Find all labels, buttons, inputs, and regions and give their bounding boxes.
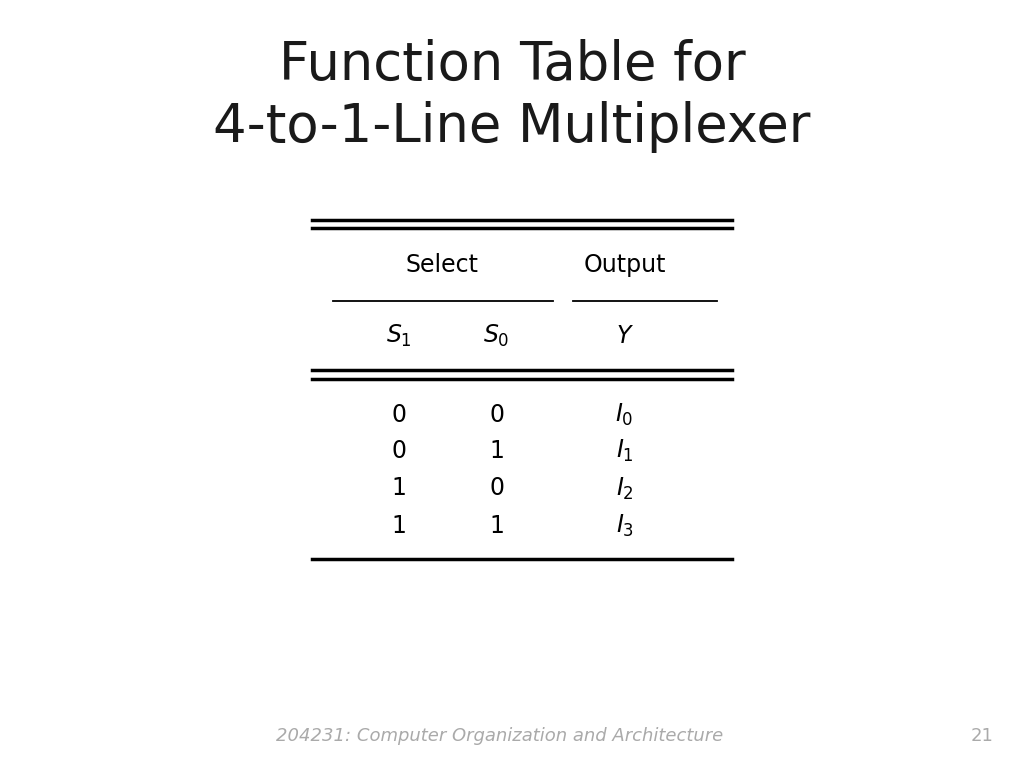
Text: 4-to-1-Line Multiplexer: 4-to-1-Line Multiplexer (213, 101, 811, 153)
Text: 21: 21 (971, 727, 993, 745)
Text: 0: 0 (392, 439, 407, 463)
Text: 0: 0 (489, 402, 504, 427)
Text: $Y$: $Y$ (615, 324, 634, 349)
Text: 1: 1 (489, 514, 504, 538)
Text: Function Table for: Function Table for (279, 39, 745, 91)
Text: 1: 1 (392, 476, 407, 501)
Text: $S_1$: $S_1$ (386, 323, 413, 349)
Text: $I_3$: $I_3$ (615, 513, 634, 539)
Text: $I_2$: $I_2$ (615, 475, 634, 502)
Text: 204231: Computer Organization and Architecture: 204231: Computer Organization and Archit… (276, 727, 724, 745)
Text: $S_0$: $S_0$ (483, 323, 510, 349)
Text: $I_0$: $I_0$ (615, 402, 634, 428)
Text: $I_1$: $I_1$ (615, 438, 634, 464)
Text: 0: 0 (489, 476, 504, 501)
Text: Output: Output (584, 253, 666, 277)
Text: Select: Select (406, 253, 479, 277)
Text: 1: 1 (489, 439, 504, 463)
Text: 0: 0 (392, 402, 407, 427)
Text: 1: 1 (392, 514, 407, 538)
